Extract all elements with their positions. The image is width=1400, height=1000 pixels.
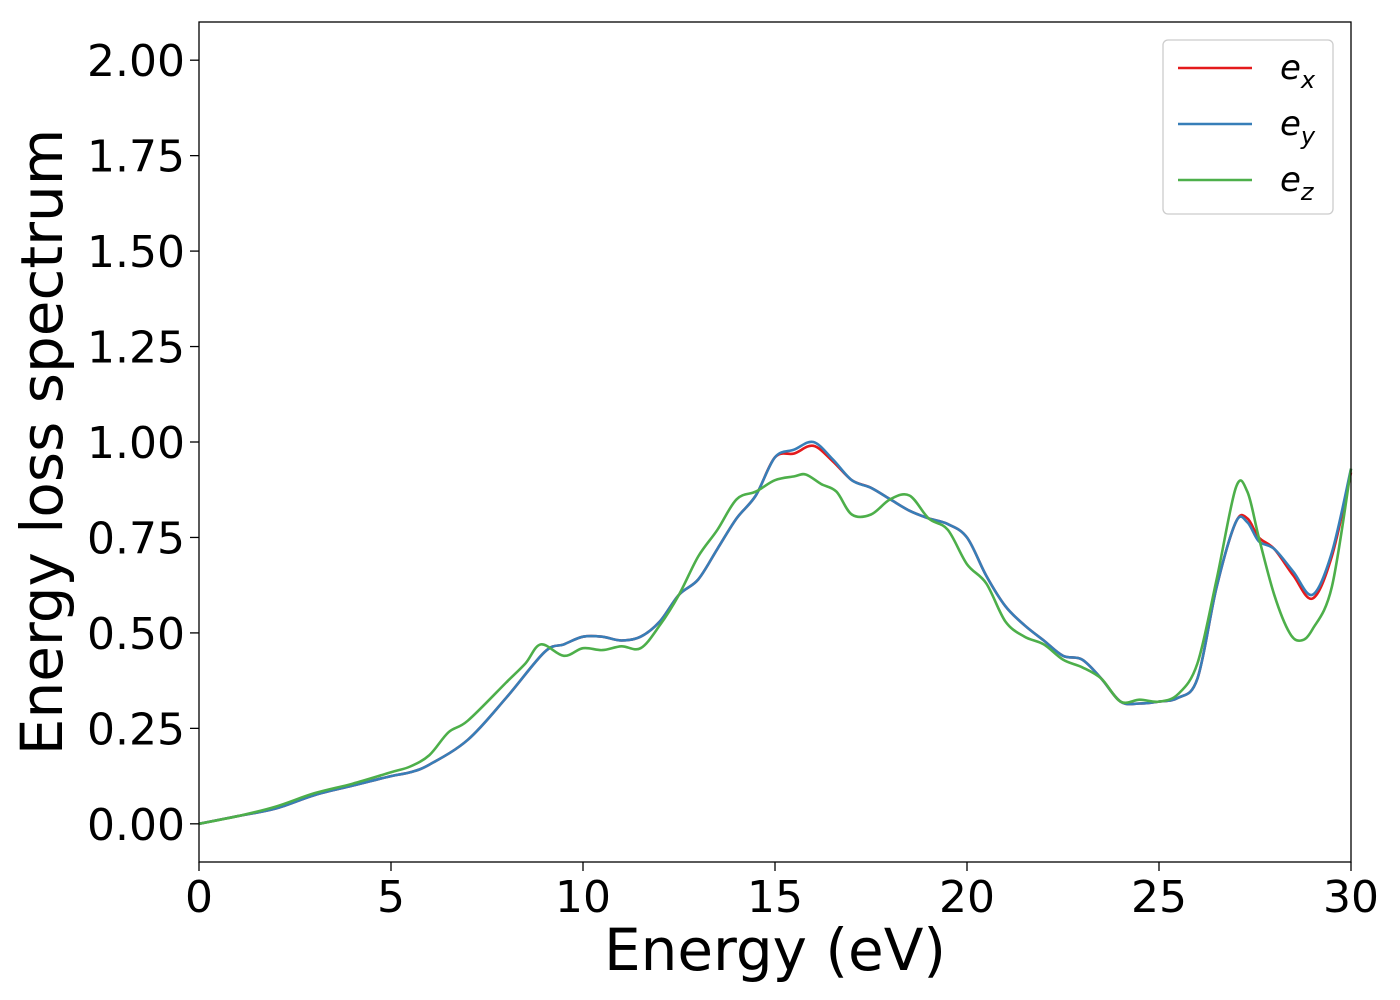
legend-label-x: ex (1280, 48, 1316, 94)
plot-series (198, 440, 1353, 826)
x-tick-label: 15 (747, 872, 803, 923)
y-tick-label: 0.50 (87, 609, 185, 660)
legend-box (1162, 39, 1334, 215)
y-tick-label: 0.00 (87, 800, 185, 851)
x-tick-label: 0 (185, 872, 213, 923)
x-axis-title: Energy (eV) (604, 916, 946, 984)
legend-label-y: ey (1280, 104, 1316, 150)
y-tick-label: 1.50 (87, 227, 185, 278)
legend-label-subscript: x (1300, 66, 1316, 94)
legend-label-base: e (1280, 160, 1301, 200)
legend-label-subscript: z (1300, 178, 1315, 206)
x-tick-label: 30 (1323, 872, 1379, 923)
x-tick-label: 20 (939, 872, 995, 923)
x-tick-label: 25 (1131, 872, 1187, 923)
y-tick-label: 2.00 (87, 36, 185, 87)
y-tick-label: 1.25 (87, 323, 185, 374)
y-tick-label: 0.25 (87, 704, 185, 755)
x-tick-label: 10 (555, 872, 611, 923)
y-axis: 0.00 0.25 0.50 0.75 1.00 1.25 1.50 1.75 2.00 (87, 36, 199, 851)
series-line-y (198, 440, 1353, 826)
legend-label-subscript: y (1300, 122, 1316, 150)
legend-label-z: ez (1280, 160, 1315, 206)
y-tick-label: 1.75 (87, 132, 185, 183)
series-line-z (198, 468, 1353, 826)
legend-label-base: e (1280, 104, 1301, 144)
y-tick-label: 0.75 (87, 513, 185, 564)
series-line-x (198, 444, 1353, 826)
y-axis-title: Energy loss spectrum (8, 129, 76, 755)
legend-label-base: e (1280, 48, 1301, 88)
y-tick-label: 1.00 (87, 418, 185, 469)
x-axis: 0 5 10 15 20 25 30 (185, 862, 1379, 923)
x-tick-label: 5 (377, 872, 405, 923)
